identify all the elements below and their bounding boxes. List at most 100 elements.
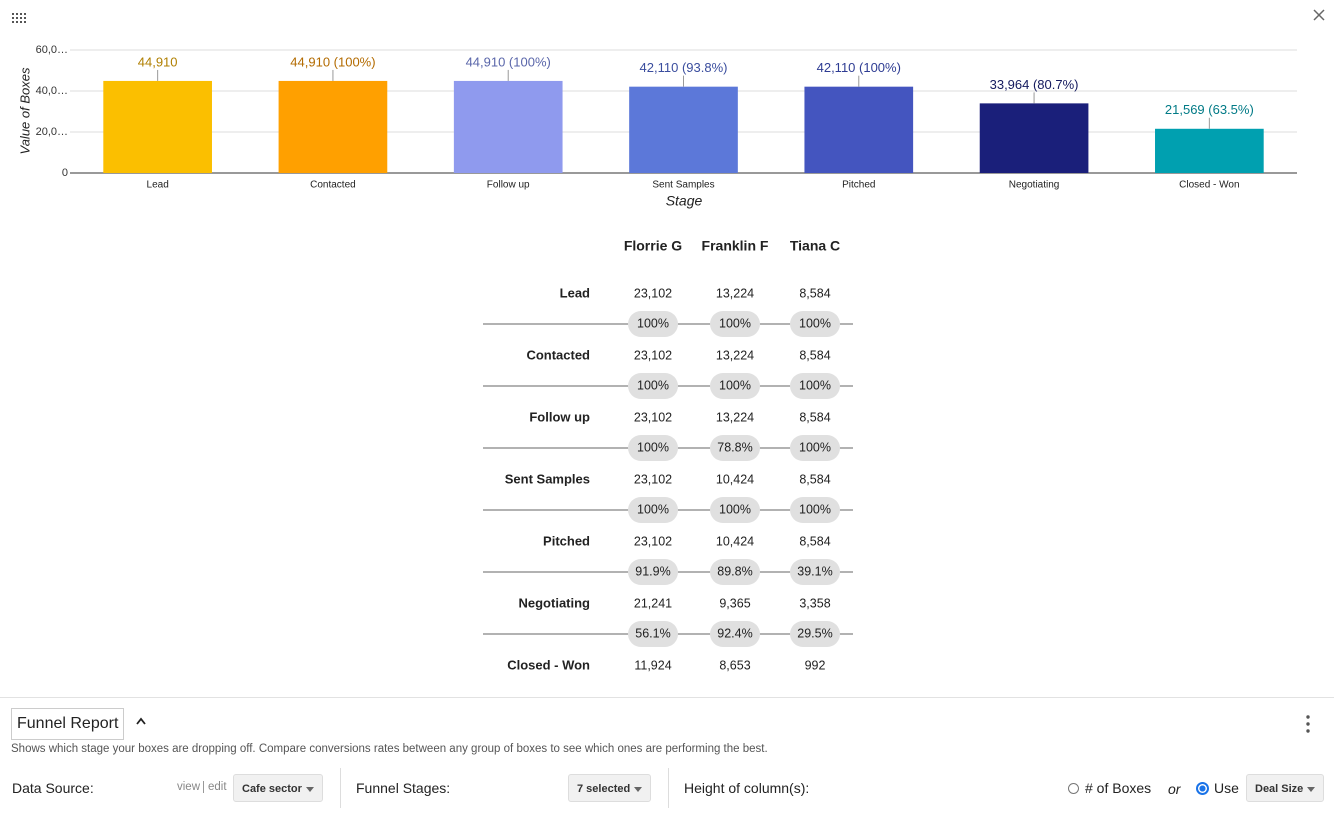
stage-label: Lead — [560, 285, 590, 300]
conversion-pill — [710, 559, 760, 585]
value-label: 42,110 (93.8%) — [640, 60, 728, 75]
data-source-dropdown[interactable]: Cafe sector — [233, 774, 323, 802]
chart: Value of Boxes Stage 0 20,0… 40,0… 60,0… Lea… — [12, 9, 1325, 672]
description: Shows which stage your boxes are droppin… — [11, 743, 768, 755]
separator — [668, 768, 669, 808]
conversion-value: 92.4% — [717, 626, 752, 640]
stage-label: Pitched — [543, 533, 590, 548]
cell-value: 23,102 — [634, 534, 672, 548]
conversion-pill — [628, 373, 678, 399]
data-source-label: Data Source: — [12, 780, 94, 796]
or-text: or — [1168, 781, 1181, 797]
value-label: 33,964 (80.7%) — [990, 77, 1079, 92]
conversion-value: 39.1% — [797, 564, 832, 578]
bar — [979, 103, 1089, 173]
cell-value: 13,224 — [716, 348, 754, 362]
bar — [804, 86, 914, 173]
bar — [278, 80, 388, 173]
more-menu[interactable] — [1303, 714, 1313, 734]
radio-use[interactable] — [1196, 782, 1209, 795]
footer: Funnel Report Shows which stage your box… — [0, 697, 1334, 813]
cell-value: 23,102 — [634, 472, 672, 486]
stage-label: Follow up — [529, 409, 590, 424]
x-tick-label: Follow up — [487, 180, 530, 191]
cell-value: 9,365 — [719, 596, 750, 610]
conversion-pill — [628, 435, 678, 461]
conversion-value: 100% — [799, 440, 831, 454]
x-tick-label: Closed - Won — [1179, 180, 1239, 191]
conversion-pill — [790, 559, 840, 585]
conversion-pill — [790, 497, 840, 523]
funnel-stages-label: Funnel Stages: — [356, 780, 451, 796]
cell-value: 13,224 — [716, 410, 754, 424]
y-tick-label: 60,0… — [36, 44, 68, 56]
separator — [340, 768, 341, 808]
column-header: Florrie G — [624, 238, 682, 254]
cell-value: 23,102 — [634, 410, 672, 424]
deal-size-dropdown[interactable]: Deal Size — [1246, 774, 1325, 802]
collapse-caret[interactable] — [135, 716, 147, 726]
conversion-value: 100% — [637, 502, 669, 516]
column-header: Franklin F — [702, 238, 769, 254]
conversion-pill — [710, 621, 760, 647]
value-label: 44,910 — [138, 54, 178, 69]
cell-value: 13,224 — [716, 286, 754, 300]
conversion-pill — [790, 621, 840, 647]
stage-label: Negotiating — [519, 595, 591, 610]
view-link[interactable]: view — [177, 781, 201, 793]
conversion-pill — [790, 435, 840, 461]
conversion-value: 56.1% — [635, 626, 670, 640]
report-title[interactable]: Funnel Report — [11, 708, 125, 740]
value-label: 44,910 (100%) — [466, 54, 551, 69]
cell-value: 8,584 — [799, 286, 830, 300]
cell-value: 11,924 — [634, 658, 671, 672]
cell-value: 10,424 — [716, 534, 754, 548]
value-label: 42,110 (100%) — [817, 60, 901, 75]
y-axis-title: Value of Boxes — [17, 67, 32, 154]
stage-label: Sent Samples — [505, 471, 590, 486]
conversion-value: 100% — [799, 502, 831, 516]
conversion-pill — [710, 497, 760, 523]
conversion-pill — [628, 559, 678, 585]
x-tick-label: Negotiating — [1009, 180, 1060, 191]
cell-value: 8,584 — [799, 410, 830, 424]
option-count[interactable]: # of Boxes — [1085, 780, 1152, 796]
conversion-value: 78.8% — [717, 440, 752, 454]
cell-value: 23,102 — [634, 286, 672, 300]
funnel-stages-dropdown[interactable]: 7 selected — [568, 774, 652, 802]
y-tick-label: 40,0… — [36, 85, 68, 97]
cell-value: 21,241 — [634, 596, 672, 610]
close-button[interactable] — [1313, 9, 1325, 21]
cell-value: 10,424 — [716, 472, 754, 486]
cell-value: 992 — [805, 658, 826, 672]
radio-count[interactable] — [1068, 783, 1079, 794]
cell-value: 23,102 — [634, 348, 672, 362]
x-tick-label: Pitched — [842, 180, 875, 191]
x-tick-label: Contacted — [310, 180, 356, 191]
column-header: Tiana C — [790, 238, 840, 254]
x-tick-label: Sent Samples — [652, 180, 714, 191]
x-tick-label: Lead — [147, 180, 169, 191]
cell-value: 3,358 — [799, 596, 830, 610]
conversion-value: 100% — [719, 378, 751, 392]
conversion-value: 89.8% — [717, 564, 752, 578]
conversion-value: 91.9% — [635, 564, 670, 578]
apps-icon[interactable] — [12, 13, 26, 23]
conversion-pill — [710, 435, 760, 461]
stage-label: Closed - Won — [507, 657, 590, 672]
conversion-pill — [710, 373, 760, 399]
cell-value: 8,584 — [799, 348, 830, 362]
value-label: 21,569 (63.5%) — [1165, 102, 1254, 117]
conversion-value: 100% — [637, 378, 669, 392]
height-label: Height of column(s): — [684, 780, 810, 796]
conversion-value: 100% — [637, 316, 669, 330]
x-axis-title: Stage — [666, 193, 703, 209]
conversion-pill — [710, 311, 760, 337]
bar — [629, 86, 738, 173]
y-tick-label: 0 — [62, 167, 68, 179]
stage-label: Contacted — [526, 347, 590, 362]
edit-link[interactable]: edit — [203, 781, 227, 793]
conversion-pill — [628, 621, 678, 647]
option-use[interactable]: Use — [1214, 780, 1239, 796]
